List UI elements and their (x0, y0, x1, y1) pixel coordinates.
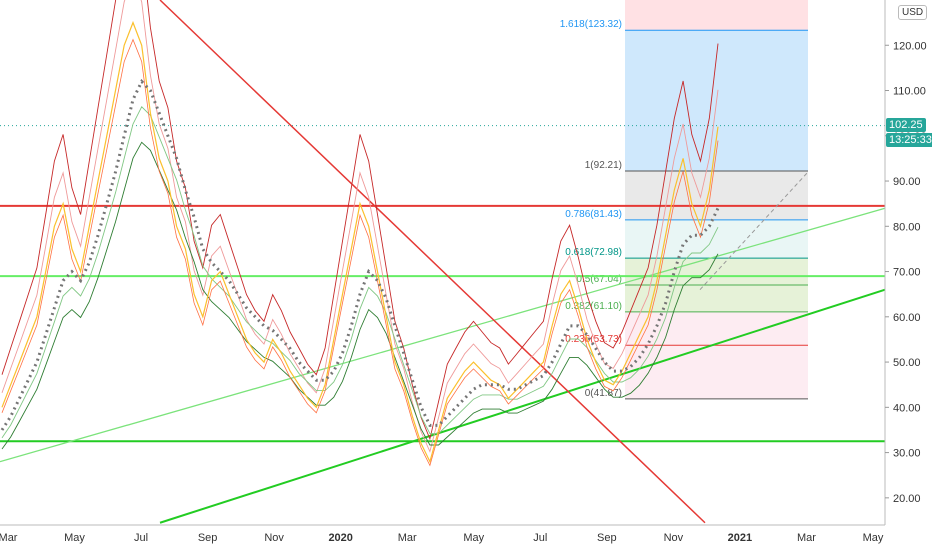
ema-dotted-line (0, 78, 720, 431)
projection-dashed-line[interactable] (699, 171, 809, 290)
price-series-line (1, 20, 719, 464)
fib-level-label: 0.5(67.04) (576, 274, 622, 285)
x-tick-label: Jul (134, 532, 148, 544)
y-tick-label: 60.00 (893, 312, 921, 324)
x-tick-label: 2021 (728, 532, 752, 544)
fib-zone (625, 284, 808, 312)
x-tick-label: May (64, 532, 85, 544)
bar-countdown-badge: 13:25:33 (886, 132, 932, 147)
x-tick-label: Sep (597, 532, 617, 544)
fib-zone (625, 345, 808, 399)
x-tick-label: Sep (198, 532, 218, 544)
x-tick-label: Jul (533, 532, 547, 544)
x-tick-label: Mar (0, 532, 18, 544)
fibonacci-retracement[interactable]: 1.618(123.32) 1(92.21) 0.786(81.43) 0.618(7… (560, 0, 808, 400)
fib-level-label: 1(92.21) (585, 160, 622, 171)
fib-level-label: 0.382(61.10) (565, 301, 622, 312)
y-tick-label: 40.00 (893, 402, 921, 414)
last-price-badge: 102.25 (886, 117, 926, 132)
upper-band-outer (1, 0, 719, 441)
fib-level-label: 0.236(53.73) (565, 334, 622, 345)
y-tick-label: 80.00 (893, 221, 921, 233)
currency-label[interactable]: USD (898, 5, 928, 20)
series-layer (0, 0, 720, 467)
upper-channel-trendline[interactable] (0, 207, 886, 463)
x-tick-label: Mar (797, 532, 816, 544)
fib-zone (625, 311, 808, 346)
descending-trendline[interactable] (159, 0, 706, 524)
x-tick-label: Mar (398, 532, 417, 544)
x-tick-label: Nov (664, 532, 684, 544)
y-tick-label: 20.00 (893, 493, 921, 505)
lower-band-inner (1, 106, 719, 439)
x-tick-label: 2020 (328, 532, 352, 544)
lower-channel-trendline[interactable] (159, 288, 886, 524)
x-tick-label: May (463, 532, 484, 544)
fib-level-label: 0.786(81.43) (565, 209, 622, 220)
y-tick-label: 70.00 (893, 267, 921, 279)
upper-band-inner (1, 0, 719, 453)
lower-band-outer (1, 141, 719, 450)
x-tick-label: May (863, 532, 884, 544)
y-tick-label: 90.00 (893, 176, 921, 188)
fib-level-label: 0(41.87) (585, 388, 622, 399)
fib-level-label: 1.618(123.32) (560, 19, 622, 30)
fib-zone (625, 219, 808, 259)
y-tick-label: 30.00 (893, 448, 921, 460)
price-secondary-line (1, 38, 719, 467)
fib-level-label: 0.618(72.98) (565, 247, 622, 258)
x-tick-label: Nov (264, 532, 284, 544)
y-tick-label: 110.00 (893, 86, 926, 98)
fib-zone (625, 171, 808, 220)
fib-zone-top (625, 0, 808, 31)
trendlines[interactable] (0, 0, 886, 524)
y-tick-label: 120.00 (893, 40, 927, 52)
y-tick-label: 50.00 (893, 357, 921, 369)
